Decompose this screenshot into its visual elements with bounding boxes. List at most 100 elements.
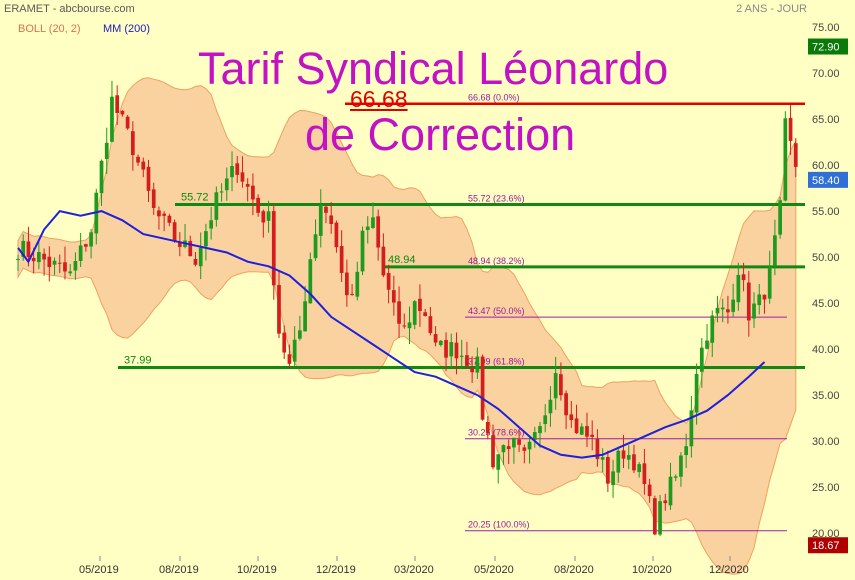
y-tick-label: 35.00: [812, 390, 840, 402]
candle-body: [298, 330, 302, 339]
candle-body: [418, 298, 422, 311]
candle-body: [590, 434, 595, 437]
candle-body: [157, 210, 161, 217]
x-tick-label: 12/2019: [316, 564, 356, 576]
fib-label: 55.72 (23.6%): [468, 194, 525, 204]
candle-body: [517, 439, 521, 445]
y-tick-label: 45.00: [812, 298, 840, 310]
candle-body: [84, 244, 88, 247]
candle-body: [73, 261, 78, 271]
candle-body: [720, 307, 725, 310]
candle-body: [647, 484, 652, 497]
y-tick-label: 30.00: [812, 436, 840, 448]
candle-body: [16, 258, 20, 260]
candle-body: [585, 426, 589, 437]
candle-body: [673, 476, 678, 478]
candle-body: [642, 463, 647, 485]
candle-body: [767, 267, 772, 299]
candle-body: [287, 354, 292, 364]
candle-body: [522, 447, 527, 451]
candle-body: [47, 256, 52, 268]
y-tick-label: 65.00: [812, 114, 840, 126]
candle-body: [115, 95, 120, 113]
candle-body: [626, 455, 631, 460]
candle-body: [318, 204, 323, 236]
candle-body: [512, 437, 516, 448]
candle-body: [146, 166, 151, 191]
candle-body: [251, 185, 255, 200]
candle-body: [569, 414, 574, 421]
candle-body: [788, 117, 793, 141]
candle-body: [783, 118, 788, 201]
candle-body: [726, 309, 730, 313]
candle-body: [710, 315, 715, 343]
x-tick-label: 10/2019: [237, 564, 277, 576]
candle-body: [632, 454, 636, 471]
candle-body: [397, 301, 401, 324]
candle-body: [762, 294, 767, 300]
candle-body: [188, 240, 193, 257]
candle-body: [465, 355, 469, 366]
candle-body: [167, 215, 172, 223]
candle-body: [438, 340, 443, 346]
candle-body: [37, 252, 41, 263]
fib-label: 48.94 (38.2%): [468, 256, 525, 266]
price-badge: [808, 171, 848, 188]
candle-body: [381, 246, 386, 276]
candle-body: [731, 299, 735, 312]
candle-body: [543, 415, 548, 425]
candle-body: [235, 163, 240, 175]
mm-legend: MM (200): [103, 23, 151, 35]
candle-body: [668, 476, 673, 506]
boll-legend: BOLL (20, 2): [18, 23, 81, 35]
candle-body: [219, 191, 224, 193]
candle-body: [553, 373, 558, 399]
price-badge: [808, 38, 848, 55]
candle-body: [757, 294, 762, 306]
fib-label: 30.25 (78.6%): [468, 428, 525, 438]
candle-body: [485, 421, 490, 434]
candle-body: [736, 274, 741, 303]
candle-body: [172, 222, 177, 242]
candle-body: [230, 166, 234, 178]
support-label: 48.94: [388, 254, 416, 266]
candle-body: [793, 143, 798, 167]
candle-body: [240, 172, 245, 182]
candle-body: [78, 245, 83, 261]
candle-body: [350, 293, 354, 295]
y-tick-label: 60.00: [812, 160, 840, 172]
candle-body: [391, 290, 396, 303]
high-price-label: 66.68: [350, 86, 408, 112]
candle-body: [271, 211, 276, 286]
candle-body: [130, 131, 135, 156]
candle-body: [412, 301, 417, 325]
price-badge: [808, 537, 848, 554]
candle-body: [162, 213, 167, 216]
x-tick-label: 10/2020: [632, 564, 672, 576]
candle-body: [600, 457, 605, 460]
x-tick-label: 05/2020: [474, 564, 514, 576]
x-tick-label: 08/2020: [554, 564, 594, 576]
candle-body: [365, 226, 370, 231]
candle-body: [741, 274, 746, 281]
candle-body: [454, 342, 459, 359]
fib-label: 20.25 (100.0%): [468, 520, 530, 530]
candle-body: [611, 471, 615, 486]
candle-body: [705, 340, 709, 349]
candle-body: [621, 450, 626, 459]
candle-body: [99, 160, 104, 194]
candle-body: [63, 262, 67, 272]
candle-body: [663, 500, 668, 504]
period-label: 2 ANS - JOUR: [736, 3, 807, 15]
candle-body: [292, 339, 297, 362]
candle-body: [595, 438, 600, 460]
x-tick-label: 05/2019: [79, 564, 119, 576]
candle-body: [68, 271, 73, 274]
chart-title-line2: de Correction: [305, 109, 576, 160]
candle-body: [177, 242, 182, 247]
candle-body: [475, 356, 480, 373]
candle-body: [355, 271, 360, 297]
candle-body: [266, 211, 271, 221]
candle-body: [579, 426, 584, 435]
